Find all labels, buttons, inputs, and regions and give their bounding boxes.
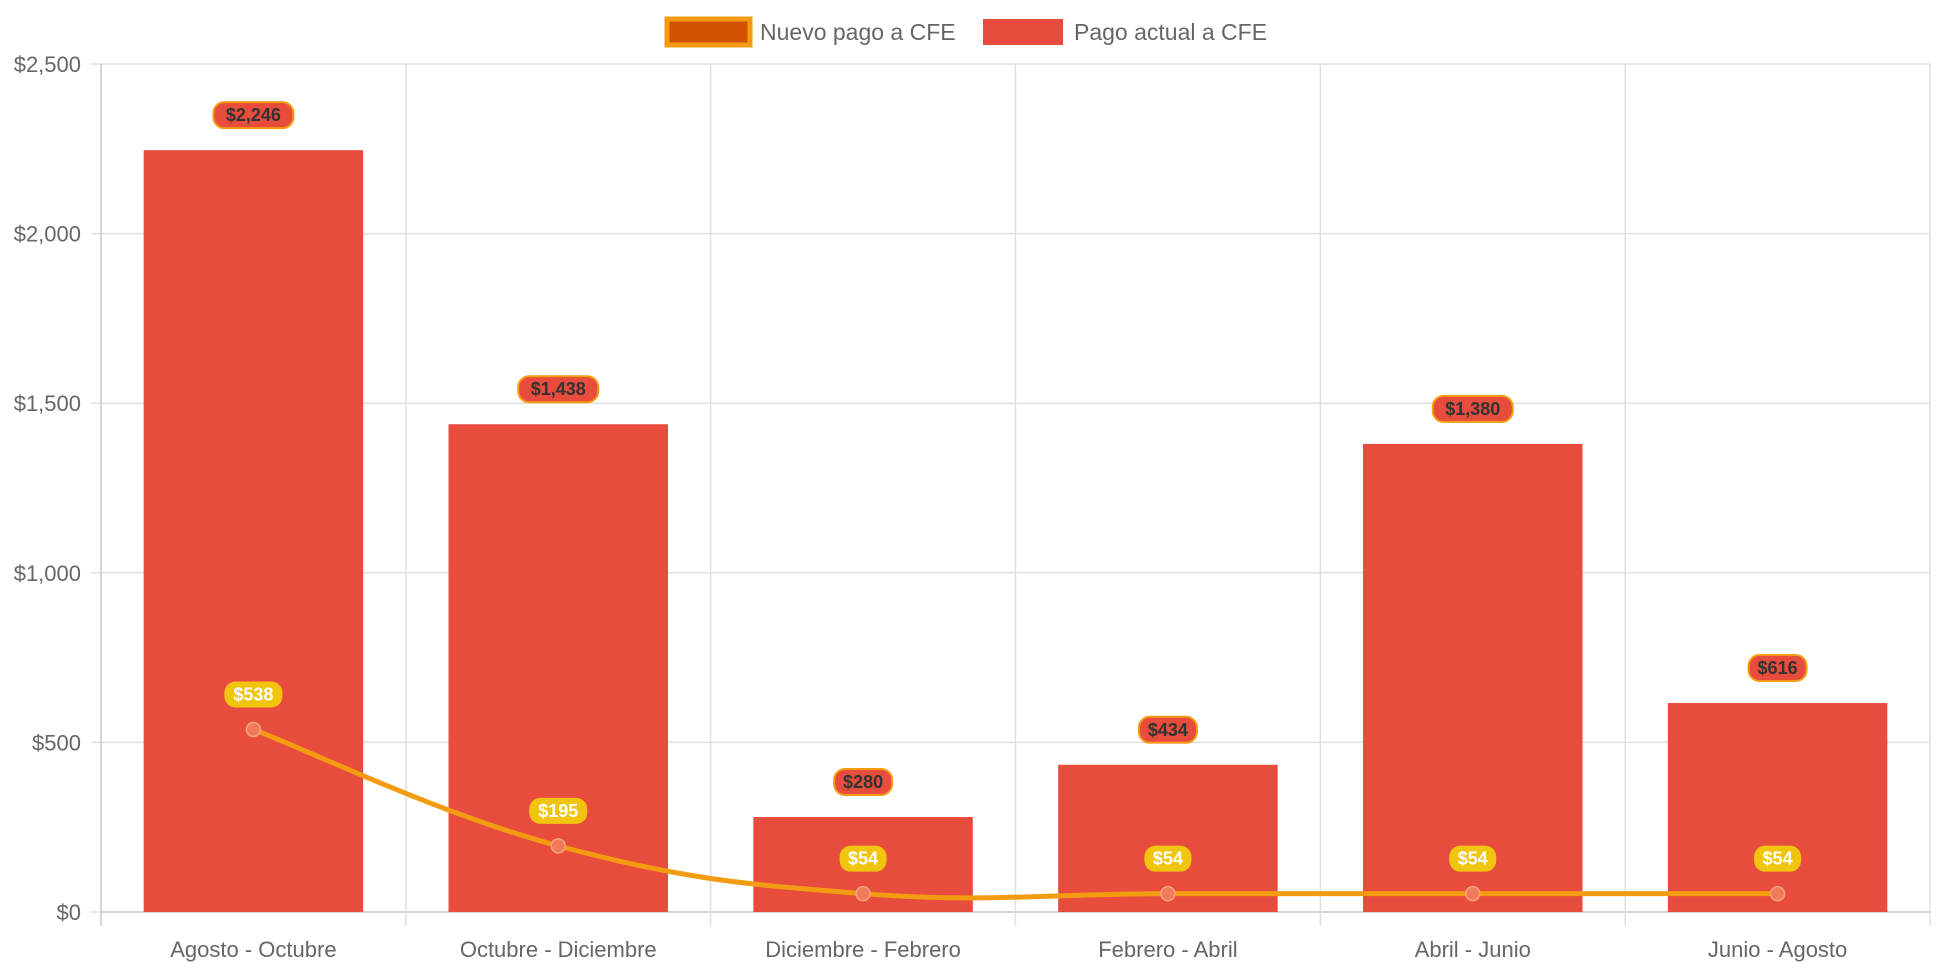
line-value-label-bg	[839, 845, 887, 872]
line-value-label-group: $195	[529, 797, 588, 824]
line-value-label-bg	[529, 797, 588, 824]
bar-value-label: $434	[1148, 720, 1188, 740]
bar-value-label-bg	[212, 101, 295, 130]
x-tick-label: Junio - Agosto	[1708, 937, 1847, 962]
line-value-label-group: $54	[1144, 845, 1192, 872]
line-point	[245, 721, 262, 738]
y-tick-label: $0	[57, 900, 81, 925]
x-tick-label: Diciembre - Febrero	[765, 937, 961, 962]
bar-value-label-bg	[1747, 654, 1808, 683]
line-value-label-group: $538	[224, 681, 283, 708]
y-tick-label: $500	[32, 730, 81, 755]
line-value-label-group: $54	[1754, 845, 1802, 872]
y-tick-label: $2,000	[14, 222, 81, 247]
line-value-label: $195	[538, 801, 578, 821]
x-tick-label: Octubre - Diciembre	[460, 937, 657, 962]
line-value-label-bg	[224, 681, 283, 708]
bar-value-label: $1,380	[1445, 399, 1500, 419]
line-path	[250, 727, 1781, 901]
x-tick-label: Abril - Junio	[1415, 937, 1531, 962]
line-point	[1465, 885, 1481, 902]
line-value-label: $54	[1153, 849, 1183, 869]
grid-lines	[91, 63, 1931, 926]
line-point	[550, 838, 566, 854]
bar-series-pago-actual	[143, 150, 1888, 912]
bar-value-label-group: $280	[833, 768, 894, 797]
bar-value-label-bg	[1137, 715, 1198, 744]
bar	[1667, 703, 1888, 912]
line-value-label: $54	[848, 849, 878, 869]
bar	[448, 424, 668, 912]
bar-value-label: $616	[1758, 658, 1798, 678]
legend-label-pago-actual: Pago actual a CFE	[1074, 19, 1267, 45]
line-value-label-group: $54	[839, 845, 887, 872]
legend: Nuevo pago a CFE Pago actual a CFE	[664, 16, 1267, 48]
bar	[1363, 443, 1583, 912]
bar-value-label-bg	[517, 375, 600, 404]
line-value-label-bg	[1449, 845, 1497, 872]
legend-swatch-pago-actual	[983, 19, 1063, 45]
legend-label-nuevo-pago: Nuevo pago a CFE	[760, 19, 956, 45]
line-value-label: $54	[1458, 849, 1488, 869]
data-labels: $2,246 $1,438 $280 $434 $1,380 $616 $538 $195 $5…	[212, 101, 1808, 872]
line-value-label-bg	[1754, 845, 1802, 872]
bar-value-label-group: $616	[1747, 654, 1808, 683]
bar-value-label-bg	[1431, 394, 1514, 423]
bar-value-label-group: $2,246	[212, 101, 295, 130]
x-tick-label: Febrero - Abril	[1098, 937, 1237, 962]
line-value-label-bg	[1144, 845, 1192, 872]
y-tick-label: $2,500	[14, 52, 81, 77]
line-value-label: $538	[233, 685, 273, 705]
line-point	[855, 885, 871, 902]
line-point	[1769, 885, 1786, 902]
legend-swatch-nuevo-pago	[664, 16, 753, 48]
x-tick-label: Agosto - Octubre	[170, 937, 336, 962]
line-value-label: $54	[1763, 849, 1793, 869]
axis-labels: $0 $500 $1,000 $1,500 $2,000 $2,500 Agosto - O…	[14, 52, 1848, 962]
bar-value-label: $2,246	[226, 105, 281, 125]
bar-value-label-group: $1,438	[517, 375, 600, 404]
bar-value-label-group: $434	[1137, 715, 1198, 744]
bar-value-label-bg	[833, 768, 894, 797]
line-point	[1160, 885, 1176, 902]
line-value-label-group: $54	[1449, 845, 1497, 872]
bar-value-label: $280	[843, 772, 883, 792]
y-tick-label: $1,500	[14, 391, 81, 416]
bar-value-label: $1,438	[531, 379, 586, 399]
line-series-nuevo-pago	[245, 721, 1786, 902]
bar	[143, 150, 364, 912]
y-tick-label: $1,000	[14, 561, 81, 586]
bar-value-label-group: $1,380	[1431, 394, 1514, 423]
